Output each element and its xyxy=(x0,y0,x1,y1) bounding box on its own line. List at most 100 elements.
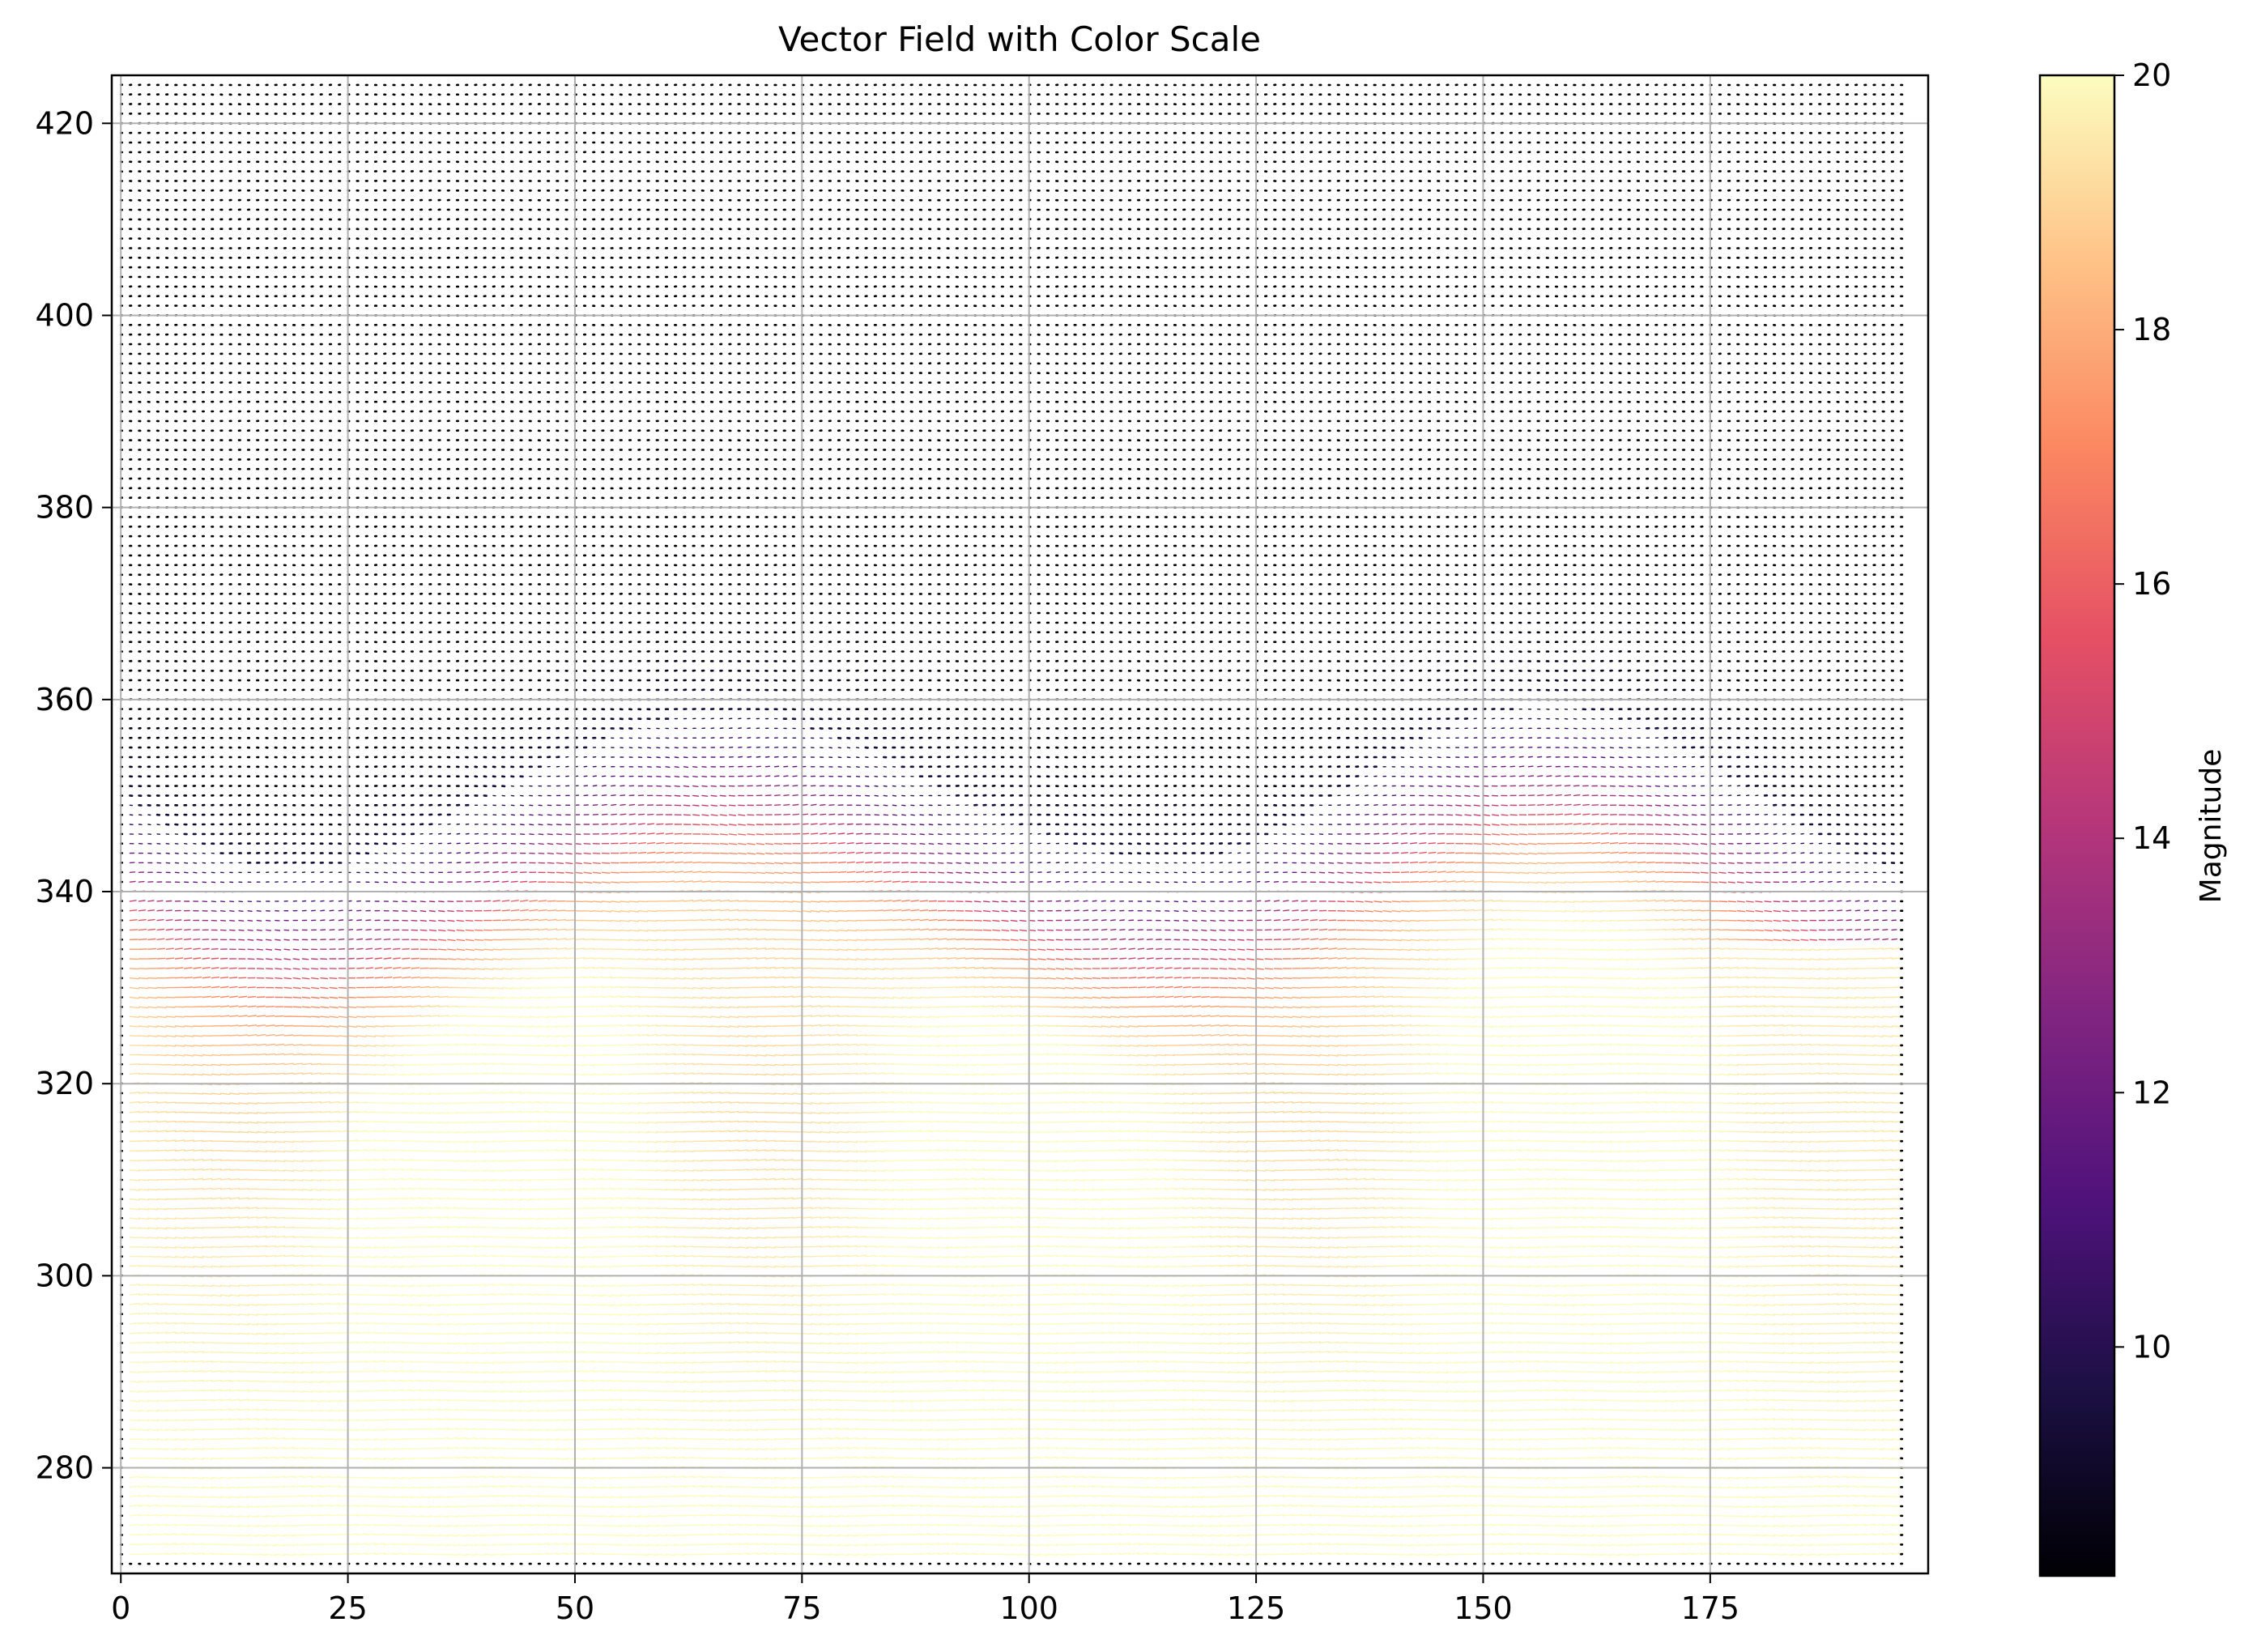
quiver-arrow-4439 xyxy=(1074,1352,1085,1354)
quiver-arrow-2338 xyxy=(1673,1457,1684,1460)
quiver-arrow-2817 xyxy=(656,1428,667,1430)
quiver-arrow-659 xyxy=(738,1533,749,1536)
quiver-arrow-4257 xyxy=(1210,1361,1221,1364)
quiver-arrow-1810 xyxy=(456,1475,468,1479)
quiver-arrow-2765 xyxy=(183,1428,195,1431)
quiver-arrow-3945 xyxy=(165,1370,177,1373)
quiver-arrow-1358 xyxy=(1718,1505,1731,1508)
quiver-arrow-3293 xyxy=(1400,1408,1412,1411)
quiver-arrow-1726 xyxy=(1482,1485,1494,1488)
quiver-arrow-3076 xyxy=(1219,1418,1231,1421)
quiver-arrow-4253 xyxy=(1173,1360,1186,1363)
quiver-arrow-994 xyxy=(202,1515,214,1518)
quiver-arrow-3585 xyxy=(474,1390,486,1393)
quiver-arrow-1800 xyxy=(365,1476,377,1480)
quiver-arrow-4078 xyxy=(1373,1370,1385,1373)
quiver-arrow-1057 xyxy=(774,1515,786,1518)
quiver-arrow-243 xyxy=(538,1552,549,1556)
quiver-arrow-4158 xyxy=(311,1361,322,1364)
quiver-arrow-1624 xyxy=(556,1486,568,1488)
quiver-arrow-1074 xyxy=(928,1514,940,1517)
quiver-arrow-318 xyxy=(1219,1553,1231,1556)
quiver-arrow-2863 xyxy=(1074,1428,1085,1431)
quiver-arrow-1158 xyxy=(1691,1514,1703,1517)
quiver-arrow-490 xyxy=(992,1543,1003,1546)
quiver-arrow-1061 xyxy=(810,1515,822,1518)
quiver-arrow-409 xyxy=(256,1543,268,1547)
quiver-arrow-4389 xyxy=(620,1352,631,1354)
quiver-arrow-4252 xyxy=(1165,1360,1176,1363)
quiver-arrow-1178 xyxy=(1872,1514,1884,1517)
quiver-arrow-1757 xyxy=(1764,1486,1776,1488)
quiver-arrow-656 xyxy=(710,1533,722,1536)
quiver-arrow-1029 xyxy=(520,1514,531,1517)
quiver-arrow-1827 xyxy=(611,1476,622,1480)
quiver-arrow-792 xyxy=(156,1523,168,1526)
quiver-arrow-1151 xyxy=(1628,1514,1639,1517)
quiver-arrow-1529 xyxy=(1482,1495,1494,1497)
quiver-arrow-580 xyxy=(1809,1543,1821,1547)
quiver-arrow-1481 xyxy=(1046,1495,1058,1497)
quiver-arrow-4019 xyxy=(837,1371,849,1373)
quiver-arrow-3213 xyxy=(674,1409,686,1411)
quiver-arrow-339 xyxy=(1409,1553,1421,1556)
quiver-arrow-205 xyxy=(193,1552,204,1556)
quiver-arrow-4840 xyxy=(1137,1331,1149,1335)
quiver-arrow-2255 xyxy=(919,1457,931,1460)
quiver-arrow-2689 xyxy=(1282,1438,1294,1441)
quiver-arrow-4344 xyxy=(211,1351,223,1353)
quiver-arrow-291 xyxy=(973,1552,986,1556)
quiver-arrow-2544 xyxy=(1755,1447,1766,1450)
quiver-arrow-742 xyxy=(1491,1533,1503,1536)
quiver-arrow-3535 xyxy=(1809,1399,1821,1403)
quiver-arrow-616 xyxy=(347,1533,359,1536)
quiver-arrow-259 xyxy=(683,1553,695,1556)
quiver-arrow-384 xyxy=(1818,1553,1830,1556)
quiver-arrow-2457 xyxy=(964,1448,977,1450)
quiver-arrow-1869 xyxy=(992,1476,1003,1479)
quiver-arrow-233 xyxy=(447,1553,458,1556)
quiver-arrow-417 xyxy=(329,1543,341,1546)
quiver-arrow-443 xyxy=(565,1543,577,1546)
quiver-arrow-2317 xyxy=(1482,1457,1494,1460)
quiver-arrow-1248 xyxy=(719,1504,731,1507)
quiver-arrow-236 xyxy=(474,1553,486,1556)
quiver-arrow-1683 xyxy=(1092,1485,1104,1488)
quiver-arrow-636 xyxy=(529,1533,540,1536)
quiver-arrow-3881 xyxy=(1373,1380,1385,1382)
quiver-arrow-1347 xyxy=(1618,1505,1630,1507)
quiver-arrow-3777 xyxy=(428,1380,441,1382)
quiver-arrow-491 xyxy=(1001,1543,1013,1547)
quiver-arrow-2472 xyxy=(1101,1448,1113,1450)
quiver-arrow-980 xyxy=(1863,1523,1876,1526)
quiver-arrow-2884 xyxy=(1264,1428,1276,1431)
quiver-arrow-959 xyxy=(1673,1523,1684,1526)
quiver-arrow-1270 xyxy=(919,1505,931,1507)
quiver-arrow-4418 xyxy=(883,1352,895,1354)
quiver-arrow-3553 xyxy=(183,1390,195,1392)
quiver-arrow-1001 xyxy=(266,1515,277,1518)
quiver-arrow-2219 xyxy=(592,1457,604,1460)
quiver-arrow-1751 xyxy=(1710,1486,1721,1489)
quiver-arrow-1072 xyxy=(910,1514,922,1517)
quiver-arrow-2664 xyxy=(1055,1437,1067,1440)
quiver-arrow-2282 xyxy=(1165,1457,1176,1460)
quiver-arrow-234 xyxy=(456,1553,467,1556)
quiver-arrow-3188 xyxy=(447,1408,458,1411)
quiver-arrow-1249 xyxy=(728,1505,740,1507)
quiver-arrow-3903 xyxy=(1573,1380,1585,1382)
quiver-arrow-647 xyxy=(628,1534,641,1537)
quiver-arrow-2769 xyxy=(219,1428,232,1430)
quiver-arrow-575 xyxy=(1764,1543,1776,1547)
quiver-arrow-4082 xyxy=(1409,1371,1421,1373)
quiver-arrow-3354 xyxy=(165,1399,177,1402)
quiver-arrow-1424 xyxy=(529,1495,540,1497)
quiver-arrow-1372 xyxy=(1846,1504,1857,1507)
quiver-arrow-1666 xyxy=(937,1486,949,1488)
quiver-arrow-1376 xyxy=(1882,1505,1893,1507)
quiver-arrow-657 xyxy=(719,1533,731,1536)
quiver-arrow-2580 xyxy=(292,1437,304,1440)
quiver-arrow-4214 xyxy=(820,1361,831,1364)
quiver-arrow-2426 xyxy=(683,1447,695,1450)
quiver-arrow-1093 xyxy=(1101,1514,1113,1517)
